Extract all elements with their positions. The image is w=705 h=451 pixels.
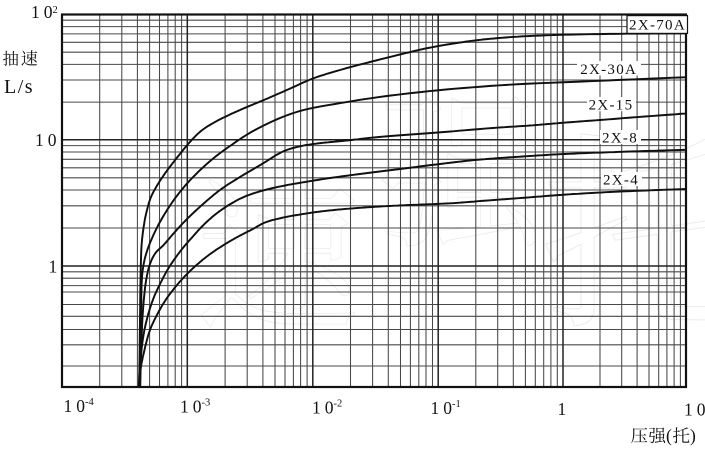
svg-text:10: 10 bbox=[180, 397, 206, 417]
svg-text:-2: -2 bbox=[334, 398, 343, 409]
svg-text:-4: -4 bbox=[85, 397, 94, 408]
svg-text:): ) bbox=[690, 426, 696, 446]
svg-text:2X-70A: 2X-70A bbox=[629, 17, 686, 33]
svg-text:2X-4: 2X-4 bbox=[603, 173, 639, 189]
svg-text:10: 10 bbox=[35, 130, 61, 150]
svg-text:2X-15: 2X-15 bbox=[589, 98, 634, 114]
svg-text:(: ( bbox=[666, 426, 672, 446]
svg-text:10: 10 bbox=[684, 399, 705, 419]
svg-text:10: 10 bbox=[64, 396, 90, 416]
svg-text:1: 1 bbox=[49, 257, 58, 277]
svg-text:-3: -3 bbox=[202, 398, 211, 409]
svg-text:2X-8: 2X-8 bbox=[602, 130, 638, 146]
svg-text:-1: -1 bbox=[452, 399, 461, 410]
svg-text:L/s: L/s bbox=[4, 76, 34, 98]
svg-text:2X-30A: 2X-30A bbox=[580, 62, 637, 78]
svg-text:10: 10 bbox=[431, 398, 457, 418]
svg-text:10: 10 bbox=[312, 397, 338, 417]
svg-text:2: 2 bbox=[53, 5, 58, 16]
svg-text:1: 1 bbox=[558, 399, 567, 419]
svg-text:10: 10 bbox=[31, 2, 57, 22]
